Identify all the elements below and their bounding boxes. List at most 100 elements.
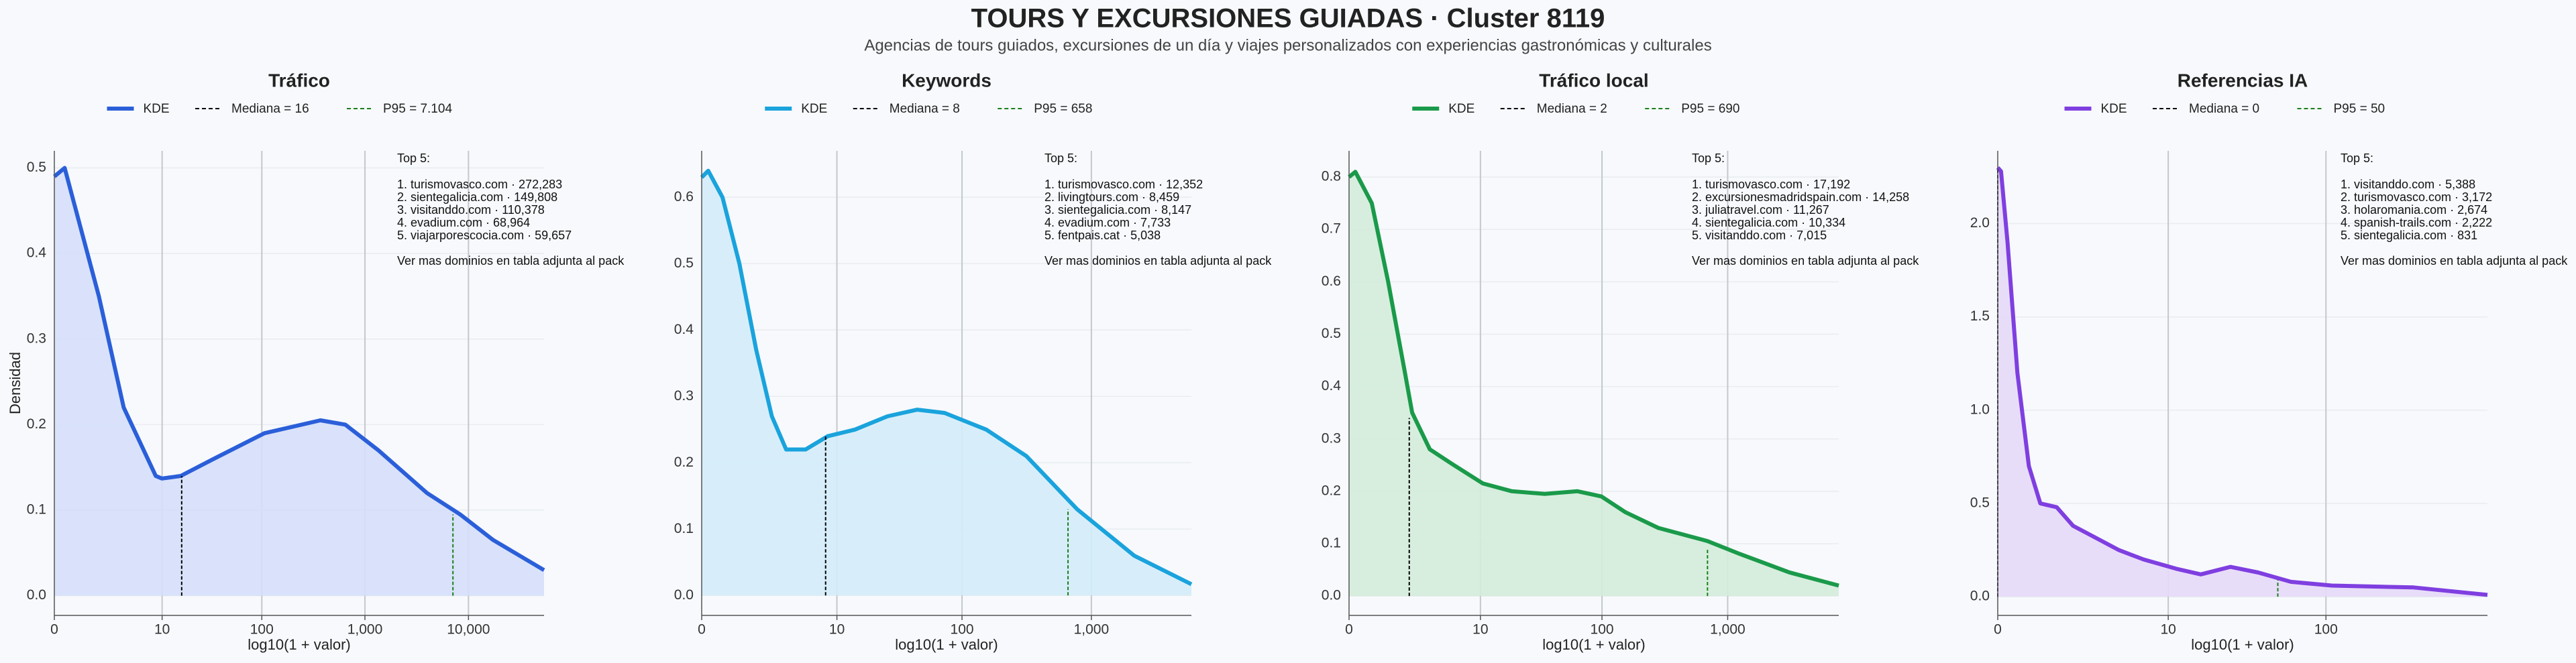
- page-title: TOURS Y EXCURSIONES GUIADAS · Cluster 81…: [971, 4, 1605, 34]
- legend-label: P95 = 50: [2334, 102, 2385, 116]
- y-tick-label: 0.0: [1322, 588, 1341, 603]
- annotation-note: Ver mas dominios en tabla adjunta al pac…: [1044, 254, 1272, 267]
- page-subtitle: Agencias de tours guiados, excursiones d…: [864, 36, 1711, 54]
- x-tick-label: 1,000: [1074, 622, 1110, 638]
- legend-label: P95 = 7.104: [383, 102, 452, 116]
- legend-label: KDE: [2101, 102, 2127, 116]
- x-tick-label: 0: [1994, 622, 2002, 638]
- kde-line: [53, 166, 545, 572]
- x-tick-label: 10: [829, 622, 845, 638]
- x-tick-label: 1,000: [1710, 622, 1746, 638]
- chart-title: Tráfico: [268, 70, 330, 91]
- annotation-line: 3. holaromania.com · 2,674: [2341, 203, 2487, 217]
- y-tick-label: 2.0: [1970, 215, 1990, 231]
- kde-area: [702, 170, 1191, 596]
- y-tick-label: 0.4: [1322, 378, 1342, 394]
- annotation-line: 1. turismovasco.com · 12,352: [1044, 178, 1203, 191]
- annotation-line: 4. evadium.com · 7,733: [1044, 216, 1171, 229]
- y-tick-label: 0.5: [674, 255, 694, 271]
- x-tick-label: 100: [1591, 622, 1614, 638]
- y-tick-label: 0.1: [674, 521, 694, 536]
- annotation-line: 1. turismovasco.com · 272,283: [397, 178, 562, 191]
- y-tick-label: 0.0: [674, 587, 694, 603]
- x-tick-label: 100: [250, 622, 274, 638]
- annotation-note: Ver mas dominios en tabla adjunta al pac…: [2341, 254, 2568, 267]
- annotation-title: Top 5:: [2341, 152, 2373, 165]
- legend-label: P95 = 690: [1681, 102, 1739, 116]
- x-axis-label: log10(1 + valor): [248, 636, 350, 653]
- annotation-note: Ver mas dominios en tabla adjunta al pac…: [397, 254, 625, 267]
- x-tick-label: 10,000: [447, 622, 490, 638]
- y-tick-label: 0.5: [27, 160, 46, 175]
- x-axis-label: log10(1 + valor): [2191, 636, 2294, 653]
- x-tick-label: 100: [951, 622, 974, 638]
- annotation-line: 2. excursionesmadridspain.com · 14,258: [1692, 190, 1909, 204]
- chart-title: Tráfico local: [1539, 70, 1648, 91]
- x-tick-label: 0: [50, 622, 58, 638]
- legend-label: KDE: [801, 102, 827, 116]
- annotation-line: 1. visitanddo.com · 5,388: [2341, 178, 2475, 191]
- y-tick-label: 0.3: [674, 388, 694, 404]
- y-tick-label: 0.2: [674, 455, 694, 470]
- annotation-line: 5. viajarporescocia.com · 59,657: [397, 229, 572, 242]
- y-tick-label: 1.0: [1970, 402, 1990, 417]
- x-tick-label: 10: [1472, 622, 1488, 638]
- x-axis-label: log10(1 + valor): [895, 636, 998, 653]
- annotation-line: 5. sientegalicia.com · 831: [2341, 229, 2477, 242]
- x-axis-label: log10(1 + valor): [1542, 636, 1645, 653]
- kde-area: [1349, 172, 1839, 597]
- legend-label: Mediana = 8: [890, 102, 960, 116]
- y-tick-label: 0.0: [27, 587, 46, 603]
- legend-label: Mediana = 16: [231, 102, 309, 116]
- y-tick-label: 0.0: [1970, 589, 1990, 604]
- annotation-line: 3. juliatravel.com · 11,267: [1692, 203, 1829, 217]
- annotation-line: 5. fentpais.cat · 5,038: [1044, 229, 1161, 242]
- annotation-line: 3. visitanddo.com · 110,378: [397, 203, 545, 217]
- chart-title: Keywords: [902, 70, 991, 91]
- y-tick-label: 0.5: [1322, 326, 1341, 341]
- y-tick-label: 0.6: [1322, 274, 1341, 289]
- y-axis-label: Densidad: [7, 352, 23, 414]
- legend-label: KDE: [144, 102, 170, 116]
- x-tick-label: 0: [1345, 622, 1353, 638]
- annotation-line: 3. sientegalicia.com · 8,147: [1044, 203, 1191, 217]
- annotation-line: 5. visitanddo.com · 7,015: [1692, 229, 1827, 242]
- kde-area: [1998, 168, 2487, 597]
- legend-label: Mediana = 2: [1537, 102, 1607, 116]
- annotation-title: Top 5:: [1692, 152, 1725, 165]
- chart-title: Referencias IA: [2178, 70, 2308, 91]
- y-tick-label: 0.6: [674, 189, 694, 204]
- y-tick-label: 0.7: [1322, 221, 1341, 237]
- kde-line: [700, 168, 1193, 587]
- annotation-line: 2. sientegalicia.com · 149,808: [397, 190, 557, 204]
- y-tick-label: 0.8: [1322, 169, 1341, 184]
- annotation-title: Top 5:: [397, 152, 430, 165]
- y-tick-label: 0.3: [1322, 430, 1341, 446]
- y-tick-label: 0.5: [1970, 495, 1990, 511]
- y-tick-label: 0.4: [27, 245, 47, 261]
- y-tick-label: 1.5: [1970, 308, 1990, 324]
- y-tick-label: 0.4: [674, 322, 694, 337]
- kde-line: [1996, 166, 2488, 597]
- y-tick-label: 0.3: [27, 330, 46, 346]
- annotation-line: 2. livingtours.com · 8,459: [1044, 190, 1179, 204]
- annotation-line: 2. turismovasco.com · 3,172: [2341, 190, 2492, 204]
- annotation-note: Ver mas dominios en tabla adjunta al pac…: [1692, 254, 1919, 267]
- legend-label: P95 = 658: [1034, 102, 1092, 116]
- x-tick-label: 100: [2314, 622, 2338, 638]
- legend-label: Mediana = 0: [2189, 102, 2259, 116]
- x-tick-label: 10: [154, 622, 170, 638]
- annotation-title: Top 5:: [1044, 152, 1077, 165]
- legend-label: KDE: [1448, 102, 1474, 116]
- x-tick-label: 1,000: [347, 622, 383, 638]
- y-tick-label: 0.2: [27, 416, 46, 432]
- x-tick-label: 0: [698, 622, 706, 638]
- annotation-line: 4. sientegalicia.com · 10,334: [1692, 216, 1845, 229]
- kde-line: [1348, 170, 1839, 588]
- x-tick-label: 10: [2160, 622, 2176, 638]
- annotation-line: 4. evadium.com · 68,964: [397, 216, 530, 229]
- annotation-line: 4. spanish-trails.com · 2,222: [2341, 216, 2492, 229]
- y-tick-label: 0.2: [1322, 483, 1341, 498]
- y-tick-label: 0.1: [1322, 536, 1341, 551]
